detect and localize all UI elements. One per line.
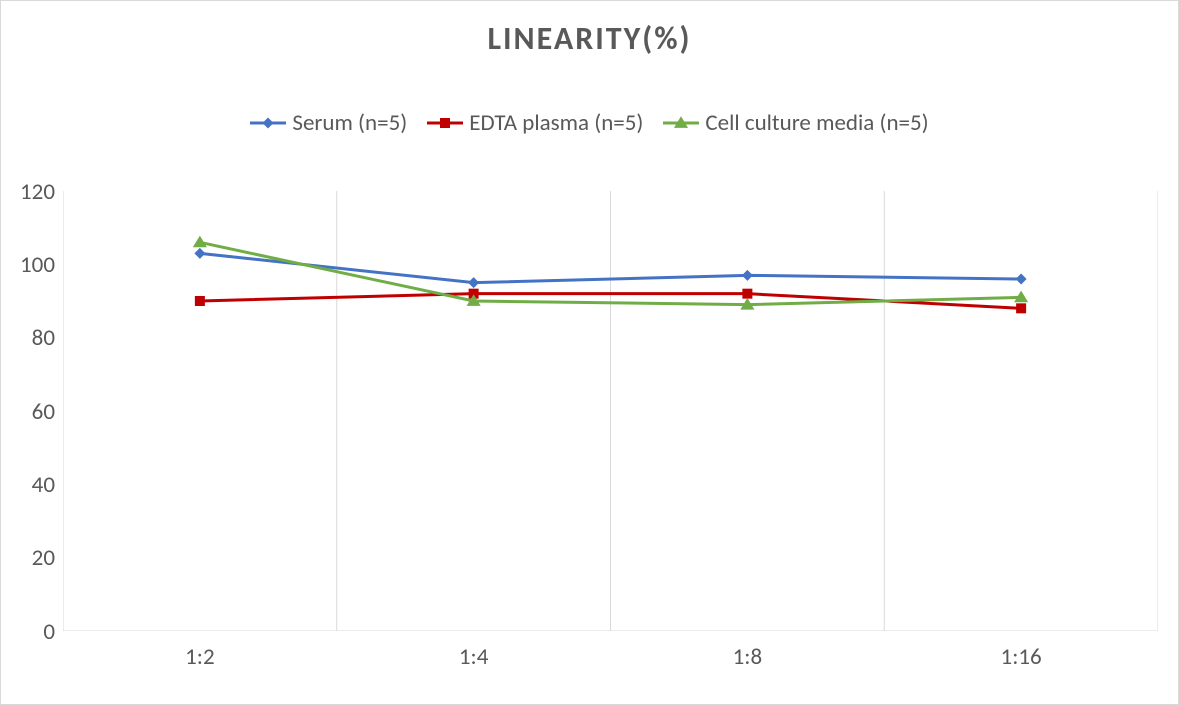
x-tick-label: 1:4 xyxy=(459,643,488,671)
legend-swatch xyxy=(250,114,286,132)
y-tick-label: 20 xyxy=(0,544,55,572)
x-tick-label: 1:8 xyxy=(733,643,762,671)
chart-title: LINEARITY(%) xyxy=(1,19,1178,58)
legend-item: Cell culture media (n=5) xyxy=(663,109,928,137)
series-marker xyxy=(193,236,207,248)
square-icon xyxy=(436,114,454,132)
diamond-icon xyxy=(259,114,277,132)
legend-item: Serum (n=5) xyxy=(250,109,407,137)
y-tick-label: 0 xyxy=(0,618,55,646)
triangle-icon xyxy=(672,114,690,132)
plot-area xyxy=(63,191,1158,631)
legend-label: EDTA plasma (n=5) xyxy=(469,109,643,137)
y-tick-label: 100 xyxy=(0,251,55,279)
series-marker xyxy=(194,248,205,259)
linearity-chart: LINEARITY(%) Serum (n=5) EDTA plasma (n=5… xyxy=(0,0,1179,705)
y-tick-label: 80 xyxy=(0,324,55,352)
y-tick-label: 120 xyxy=(0,178,55,206)
y-tick-label: 60 xyxy=(0,398,55,426)
x-tick-label: 1:16 xyxy=(1001,643,1042,671)
plot-svg xyxy=(63,191,1158,631)
legend-label: Serum (n=5) xyxy=(292,109,407,137)
legend-label: Cell culture media (n=5) xyxy=(705,109,928,137)
legend-swatch xyxy=(663,114,699,132)
series-marker xyxy=(1016,303,1026,313)
legend-item: EDTA plasma (n=5) xyxy=(427,109,643,137)
series-marker xyxy=(1016,274,1027,285)
x-tick-label: 1:2 xyxy=(185,643,214,671)
series-marker xyxy=(468,277,479,288)
series-marker xyxy=(742,270,753,281)
y-tick-label: 40 xyxy=(0,471,55,499)
chart-legend: Serum (n=5) EDTA plasma (n=5) Cell culture… xyxy=(1,109,1178,139)
series-marker xyxy=(195,296,205,306)
legend-swatch xyxy=(427,114,463,132)
series-marker xyxy=(742,289,752,299)
